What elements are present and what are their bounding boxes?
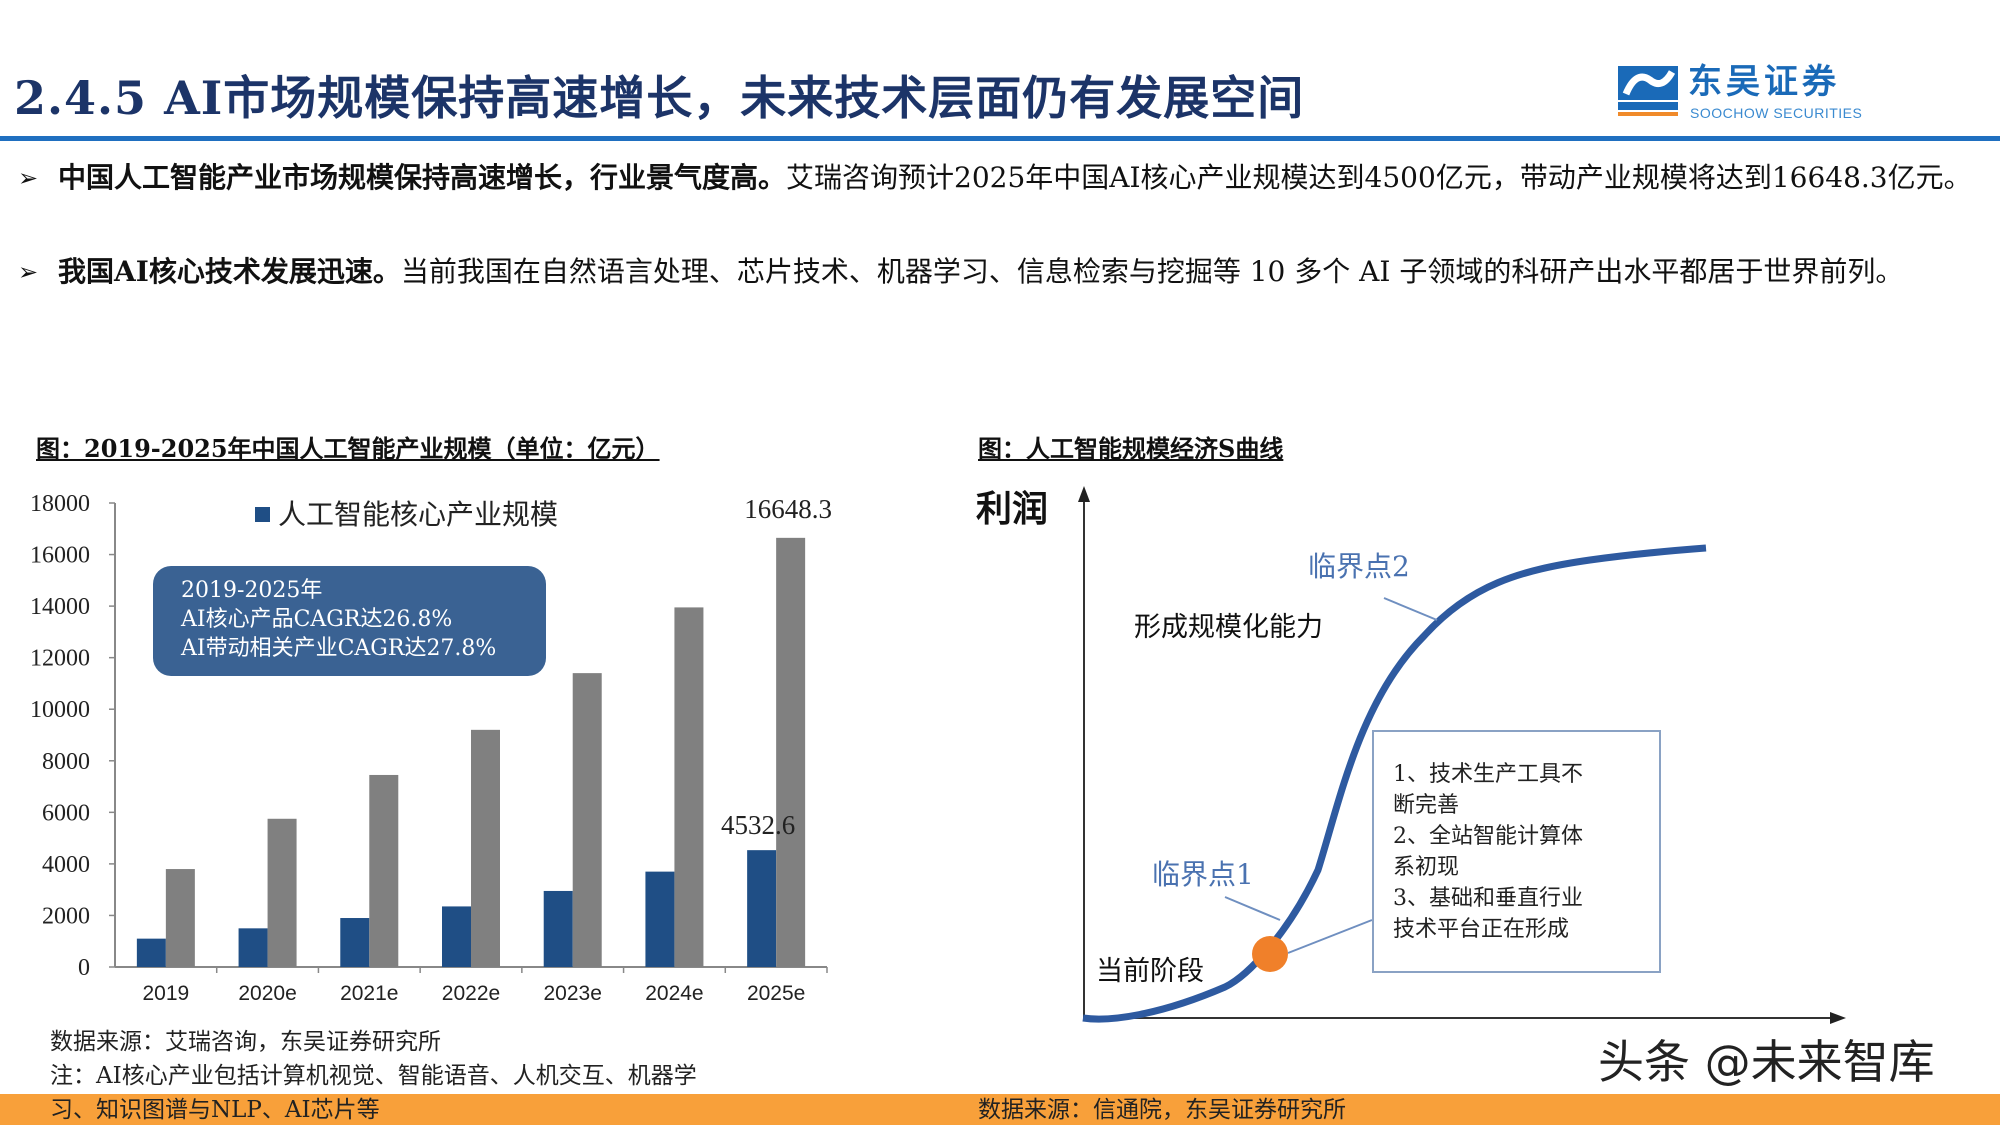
bar-chart: 0 2000 4000 6000 8000 10000 12000 14000 16000 180… bbox=[30, 491, 832, 1005]
left-figure-title: 图：2019-2025年中国人工智能产业规模（单位：亿元） bbox=[36, 434, 660, 463]
critical-point-1-label: 临界点1 bbox=[1152, 858, 1254, 891]
left-source: 数据来源：艾瑞咨询，东吴证券研究所 bbox=[50, 1029, 441, 1055]
leader-box bbox=[1287, 919, 1373, 954]
bullet-2: ➢ 我国AI核心技术发展迅速。当前我国在自然语言处理、芯片技术、机器学习、信息检… bbox=[18, 252, 1978, 292]
critical-point-2-label: 临界点2 bbox=[1308, 550, 1410, 583]
y-tick-label: 16000 bbox=[30, 543, 90, 569]
scs-logo-icon bbox=[1618, 66, 1678, 116]
bar-related-2023e bbox=[572, 673, 602, 967]
slide-title: 2.4.5 AI市场规模保持高速增长，未来技术层面仍有发展空间 bbox=[14, 71, 1305, 125]
cagr-line-1: 2019-2025年 bbox=[181, 578, 323, 603]
leader-critical-2 bbox=[1383, 597, 1438, 621]
y-tick-label: 10000 bbox=[30, 697, 90, 723]
bullet-2-text: 当前我国在自然语言处理、芯片技术、机器学习、信息检索与挖掘等 10 多个 AI … bbox=[400, 255, 1904, 288]
y-axis-label: 利润 bbox=[976, 488, 1049, 530]
bar-related-2021e bbox=[369, 774, 399, 967]
cagr-line-3: AI带动相关产业CAGR达27.8% bbox=[181, 636, 497, 661]
box-line: 系初现 bbox=[1393, 855, 1460, 880]
footer-bar bbox=[0, 1094, 2000, 1125]
box-line: 1、技术生产工具不 bbox=[1393, 762, 1583, 787]
x-category-label: 2024e bbox=[645, 982, 703, 1005]
bullet-1-bold: 中国人工智能产业市场规模保持高速增长，行业景气度高。 bbox=[58, 161, 787, 194]
stage-description-box: 1、技术生产工具不 断完善 2、全站智能计算体 系初现 3、基础和垂直行业 技术… bbox=[1372, 730, 1661, 973]
bar-core-2025e bbox=[747, 850, 777, 967]
x-category-label: 2019 bbox=[142, 982, 189, 1005]
bar-core-2020e bbox=[238, 928, 268, 967]
s-curve-diagram bbox=[1078, 486, 1846, 1024]
data-label-core-2025: 4532.6 bbox=[721, 810, 795, 840]
box-line: 3、基础和垂直行业 bbox=[1393, 886, 1583, 911]
arrow-bullet-icon: ➢ bbox=[18, 258, 39, 286]
x-category-label: 2023e bbox=[544, 982, 602, 1005]
cagr-line-2: AI核心产品CAGR达26.8% bbox=[181, 607, 453, 632]
right-source: 数据来源：信通院，东吴证券研究所 bbox=[978, 1097, 1346, 1123]
box-line: 技术平台正在形成 bbox=[1393, 917, 1570, 942]
x-category-label: 2020e bbox=[238, 982, 296, 1005]
x-category-label: 2022e bbox=[442, 982, 500, 1005]
y-tick-label: 2000 bbox=[42, 903, 90, 929]
cagr-callout: 2019-2025年 AI核心产品CAGR达26.8% AI带动相关产业CAGR… bbox=[153, 566, 546, 676]
y-tick-label: 0 bbox=[78, 955, 90, 981]
bar-related-2024e bbox=[674, 607, 704, 967]
logo-cn-text: 东吴证券 bbox=[1688, 62, 1840, 102]
arrow-bullet-icon: ➢ bbox=[18, 164, 39, 192]
watermark: 头条 @未来智库 bbox=[1598, 1035, 1935, 1089]
header-divider bbox=[0, 136, 2000, 141]
x-category-label: 2025e bbox=[747, 982, 805, 1005]
bar-core-2021e bbox=[340, 918, 370, 967]
soochow-logo: 东吴证券 SOOCHOW SECURITIES bbox=[1616, 62, 1906, 124]
bar-related-2025e bbox=[776, 537, 806, 967]
bullet-2-bold: 我国AI核心技术发展迅速。 bbox=[58, 255, 401, 288]
bar-related-2020e bbox=[267, 818, 297, 967]
left-note-2: 习、知识图谱与NLP、AI芯片等 bbox=[50, 1097, 380, 1123]
right-figure-title: 图：人工智能规模经济S曲线 bbox=[978, 434, 1284, 463]
y-tick-label: 4000 bbox=[42, 852, 90, 878]
data-label-related-2025: 16648.3 bbox=[744, 494, 832, 524]
current-stage-label: 当前阶段 bbox=[1096, 956, 1204, 987]
bar-related-2019 bbox=[165, 869, 195, 967]
left-note-1: 注：AI核心产业包括计算机视觉、智能语音、人机交互、机器学 bbox=[50, 1063, 697, 1089]
y-tick-label: 12000 bbox=[30, 646, 90, 672]
bar-core-2023e bbox=[543, 890, 573, 967]
box-line: 2、全站智能计算体 bbox=[1393, 824, 1583, 849]
box-line: 断完善 bbox=[1393, 793, 1460, 818]
current-stage-dot bbox=[1252, 936, 1288, 972]
s-curve bbox=[1082, 544, 1707, 1023]
y-tick-label: 8000 bbox=[42, 749, 90, 775]
bar-core-2019 bbox=[136, 938, 166, 967]
scale-capability-label: 形成规模化能力 bbox=[1134, 612, 1323, 643]
y-tick-label: 18000 bbox=[30, 491, 90, 517]
y-tick-label: 14000 bbox=[30, 594, 90, 620]
x-category-label: 2021e bbox=[340, 982, 398, 1005]
legend-swatch bbox=[255, 507, 270, 522]
leader-critical-1 bbox=[1224, 896, 1281, 921]
bullet-1: ➢ 中国人工智能产业市场规模保持高速增长，行业景气度高。艾瑞咨询预计2025年中… bbox=[18, 158, 1978, 198]
bar-core-2022e bbox=[442, 906, 471, 967]
bar-core-2024e bbox=[645, 871, 675, 967]
legend-label: 人工智能核心产业规模 bbox=[278, 498, 558, 531]
logo-en-text: SOOCHOW SECURITIES bbox=[1690, 105, 1863, 121]
bullet-1-text: 艾瑞咨询预计2025年中国AI核心产业规模达到4500亿元，带动产业规模将达到1… bbox=[786, 161, 1972, 194]
y-tick-label: 6000 bbox=[42, 800, 90, 826]
bar-related-2022e bbox=[471, 729, 500, 967]
